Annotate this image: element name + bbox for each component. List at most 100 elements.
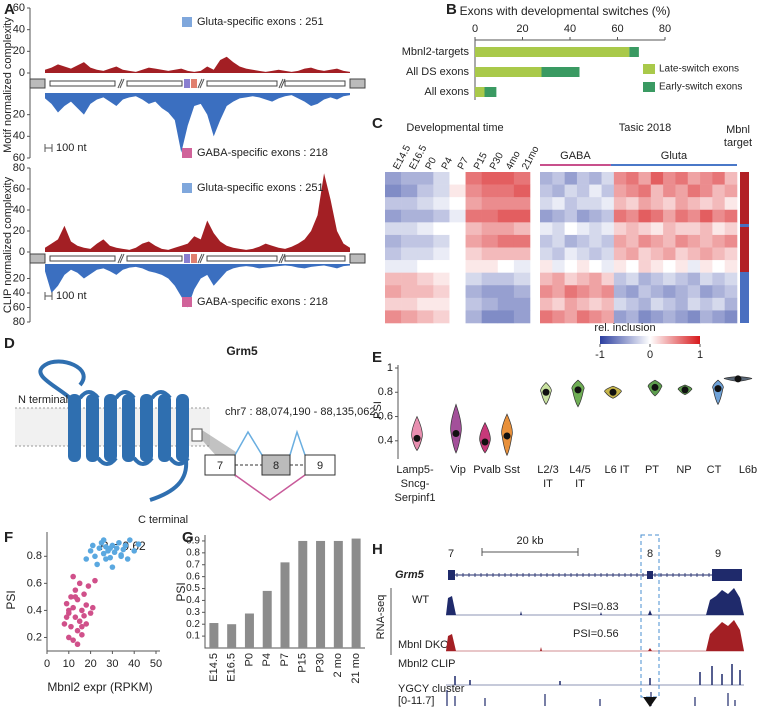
point	[70, 573, 76, 580]
legend-label: Gluta-specific exons : 251	[197, 182, 324, 194]
legend-label: GABA-specific exons : 218	[197, 296, 328, 308]
heat-cell	[601, 247, 615, 261]
intron-segment	[49, 255, 116, 262]
heat-cell	[650, 172, 664, 185]
scale-bar	[44, 144, 53, 152]
heat-cell	[449, 184, 466, 198]
exon-box	[29, 78, 46, 89]
heat-cell	[513, 197, 531, 211]
point	[113, 545, 120, 551]
heat-cell	[663, 209, 676, 223]
heat-cell	[564, 222, 578, 236]
heat-cell	[626, 172, 639, 185]
x-tick-label: L2/3	[537, 464, 558, 476]
heat-cell	[613, 172, 627, 185]
heat-cell	[601, 184, 615, 198]
heat-cell	[687, 222, 701, 236]
heat-cell	[687, 285, 701, 299]
point	[68, 623, 74, 630]
heat-cell	[626, 297, 639, 311]
heat-cell	[700, 234, 713, 248]
point	[79, 607, 85, 614]
loops	[78, 390, 190, 466]
heat-cell	[385, 297, 402, 311]
legend-label: Gluta-specific exons : 251	[197, 16, 324, 28]
skipping-junction	[234, 474, 306, 501]
column-label: P15	[472, 150, 490, 171]
heat-cell	[675, 184, 689, 198]
heat-cell	[589, 234, 602, 248]
heat-cell	[663, 285, 676, 299]
column-label: 4mo	[504, 149, 523, 172]
alt-exon	[191, 79, 197, 88]
y-tick-label: 20	[13, 272, 25, 284]
colorbar-label: rel. inclusion	[594, 322, 655, 334]
x-tick-label: L4/5	[569, 464, 590, 476]
heat-cell	[540, 272, 553, 286]
heat-cell	[712, 285, 725, 299]
y-tick-label: 40	[13, 130, 25, 142]
heat-cell	[401, 272, 418, 286]
heat-cell	[650, 209, 664, 223]
x-axis-label: Mbnl2 expr (RPKM)	[47, 680, 152, 694]
heat-cell	[700, 297, 713, 311]
x-tick-label: Sst	[504, 464, 520, 476]
gene-name: Grm5	[395, 569, 425, 581]
heat-cell	[540, 184, 553, 198]
violin	[450, 403, 462, 454]
heat-cell	[564, 247, 578, 261]
heat-cell	[601, 197, 615, 211]
bar	[227, 624, 237, 648]
point	[89, 604, 96, 611]
legend-swatch	[643, 64, 655, 74]
point	[87, 610, 94, 616]
heat-cell	[564, 285, 578, 299]
x-tick-label: E16.5	[226, 653, 238, 682]
heat-cell	[401, 297, 418, 311]
heat-cell	[385, 222, 402, 236]
y-tick-label: 40	[13, 24, 25, 36]
heat-cell	[401, 222, 418, 236]
heat-cell	[497, 184, 515, 198]
heat-cell	[564, 209, 578, 223]
heat-cell	[417, 172, 434, 185]
point	[81, 613, 87, 619]
heat-cell	[564, 272, 578, 286]
x-tick-label: IT	[543, 478, 553, 490]
x-tick-label: P0	[243, 653, 255, 666]
heat-cell	[626, 247, 639, 261]
x-tick-label: 10	[63, 658, 75, 670]
y-tick-label: 0.6	[378, 410, 393, 422]
point	[87, 548, 94, 554]
point	[70, 637, 76, 643]
y-tick-label: 0	[19, 67, 25, 79]
x-tick-label: L6 IT	[604, 464, 629, 476]
heat-cell	[449, 222, 466, 236]
y-tick-label: 0.8	[27, 550, 42, 562]
heat-cell	[465, 234, 482, 248]
group-label: Gluta	[661, 150, 688, 162]
heat-cell	[638, 272, 652, 286]
heat-cell	[626, 184, 639, 198]
heat-cell	[417, 247, 434, 261]
heat-cell	[564, 260, 578, 273]
heat-cell	[449, 297, 466, 311]
heatmap-title: Developmental time	[406, 122, 503, 134]
heat-cell	[513, 209, 531, 223]
heat-cell	[481, 209, 499, 223]
c-terminal-tail	[149, 459, 189, 502]
heat-cell	[712, 184, 725, 198]
x-tick-label: E14.5	[208, 653, 220, 682]
bar	[244, 613, 254, 648]
heat-cell	[401, 285, 418, 299]
y-tick-label: 0.1	[186, 631, 200, 642]
y-tick-label: 0.4	[378, 435, 393, 447]
x-tick-label: 40	[564, 23, 576, 35]
heat-cell	[552, 172, 565, 185]
heat-cell	[540, 222, 553, 236]
heat-cell	[540, 209, 553, 223]
helices	[68, 394, 189, 462]
heat-cell	[663, 260, 676, 273]
heat-cell	[613, 197, 627, 211]
heat-cell	[650, 197, 664, 211]
